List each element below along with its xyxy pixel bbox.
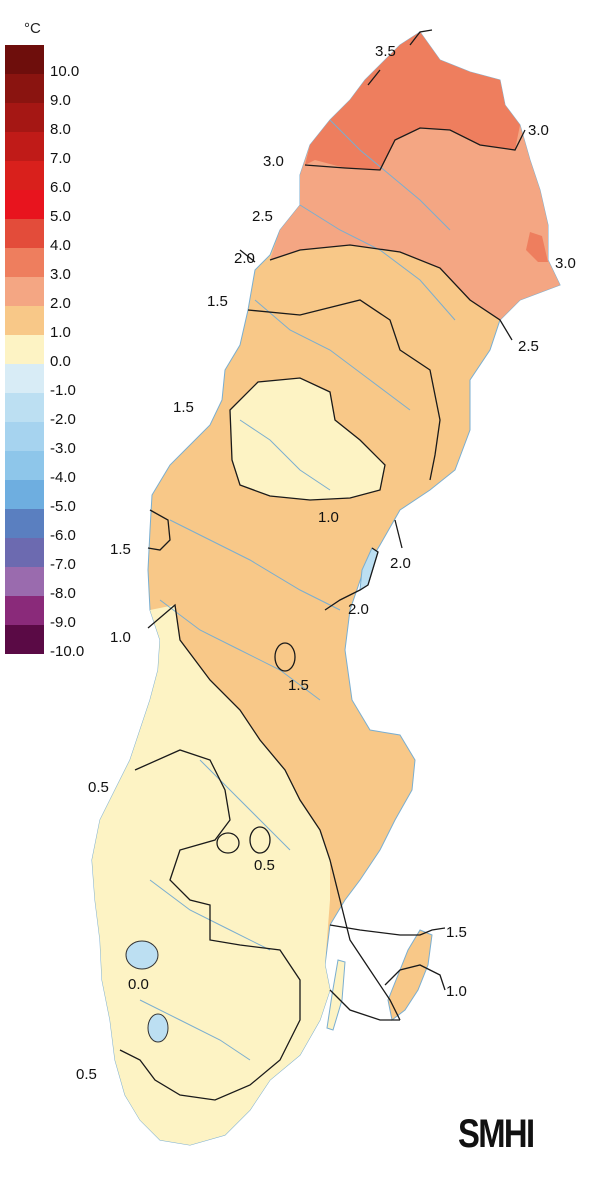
isotherm-label-mid: 1.5 <box>173 399 194 416</box>
smhi-logo: SMHI <box>458 1112 535 1156</box>
lake-vanern-cold-spot <box>125 940 159 970</box>
zone-3-patch <box>526 232 548 262</box>
legend-label: 10.0 <box>50 63 80 80</box>
legend-label: -10.0 <box>50 643 85 660</box>
isotherm-labels: 3.5 3.0 3.0 3.0 2.5 2.5 2.0 1.5 1.5 1.0 … <box>76 43 576 1083</box>
isotherm-label-mid: 2.0 <box>348 601 369 618</box>
legend-swatch <box>5 422 44 451</box>
legend-swatch <box>5 248 44 277</box>
isotherm-label-north: 3.0 <box>528 122 549 139</box>
legend-swatch <box>5 567 44 596</box>
legend-label: 4.0 <box>50 237 71 254</box>
legend-swatch <box>5 451 44 480</box>
isotherm-label-south: 1.0 <box>446 983 467 1000</box>
legend-label: 9.0 <box>50 92 71 109</box>
zone-3-4 <box>305 32 520 170</box>
zone-1-inland <box>230 378 385 500</box>
legend-label: -4.0 <box>50 469 76 486</box>
cold-spot-south <box>147 1013 169 1043</box>
isotherm-label-mid: 1.0 <box>318 509 339 526</box>
isotherm-label-north: 2.0 <box>234 250 255 267</box>
legend-label: 2.0 <box>50 295 71 312</box>
legend-swatch <box>5 161 44 190</box>
legend-swatch <box>5 364 44 393</box>
color-legend: °C 10.0 9.0 8.0 7.0 6.0 5.0 4.0 3.0 2.0 1.0 0.0 -1.… <box>0 0 110 700</box>
isotherm-label-north: 3.0 <box>555 255 576 272</box>
legend-swatch <box>5 509 44 538</box>
legend-label: -7.0 <box>50 556 76 573</box>
legend-label: 1.0 <box>50 324 71 341</box>
isotherm-label-south: 0.0 <box>128 976 149 993</box>
isotherm-label-south: 1.5 <box>288 677 309 694</box>
isotherm-label-south: 0.5 <box>254 857 275 874</box>
gotland-island <box>387 929 433 1021</box>
isotherm-label-mid: 1.5 <box>207 293 228 310</box>
isotherm-label-north: 3.0 <box>263 153 284 170</box>
legend-swatch <box>5 74 44 103</box>
legend-label: -5.0 <box>50 498 76 515</box>
legend-swatch <box>5 306 44 335</box>
isotherm-label-south: 0.5 <box>88 779 109 796</box>
isotherm-label-mid: 1.5 <box>110 541 131 558</box>
rivers <box>139 119 456 1061</box>
legend-swatch <box>5 103 44 132</box>
legend-swatch <box>5 219 44 248</box>
legend-swatch <box>5 335 44 364</box>
oland-island <box>326 959 346 1031</box>
legend-unit: °C <box>24 20 41 37</box>
isotherm-label-south: 1.5 <box>446 924 467 941</box>
isotherm-label-north: 3.5 <box>375 43 396 60</box>
legend-swatch <box>5 277 44 306</box>
legend-label: -9.0 <box>50 614 76 631</box>
legend-swatch <box>5 480 44 509</box>
legend-swatch <box>5 625 44 654</box>
legend-label: 0.0 <box>50 353 71 370</box>
legend-label: -1.0 <box>50 382 76 399</box>
legend-label: 8.0 <box>50 121 71 138</box>
legend-swatch <box>5 393 44 422</box>
legend-label: -3.0 <box>50 440 76 457</box>
legend-label: 3.0 <box>50 266 71 283</box>
zone-0-1-south <box>92 605 330 1145</box>
isotherm-label-south: 0.5 <box>76 1066 97 1083</box>
isotherm-lines <box>119 29 526 1101</box>
legend-swatch <box>5 596 44 625</box>
legend-label: 7.0 <box>50 150 71 167</box>
legend-label: -8.0 <box>50 585 76 602</box>
legend-label: -6.0 <box>50 527 76 544</box>
legend-label: -2.0 <box>50 411 76 428</box>
legend-swatch <box>5 45 44 74</box>
isotherm-label-mid: 2.0 <box>390 555 411 572</box>
legend-label: 6.0 <box>50 179 71 196</box>
legend-swatch <box>5 190 44 219</box>
isotherm-label-north: 2.5 <box>252 208 273 225</box>
legend-swatch <box>5 132 44 161</box>
isotherm-label-north: 2.5 <box>518 338 539 355</box>
legend-swatch <box>5 538 44 567</box>
isotherm-label-mid: 1.0 <box>110 629 131 646</box>
legend-label: 5.0 <box>50 208 71 225</box>
